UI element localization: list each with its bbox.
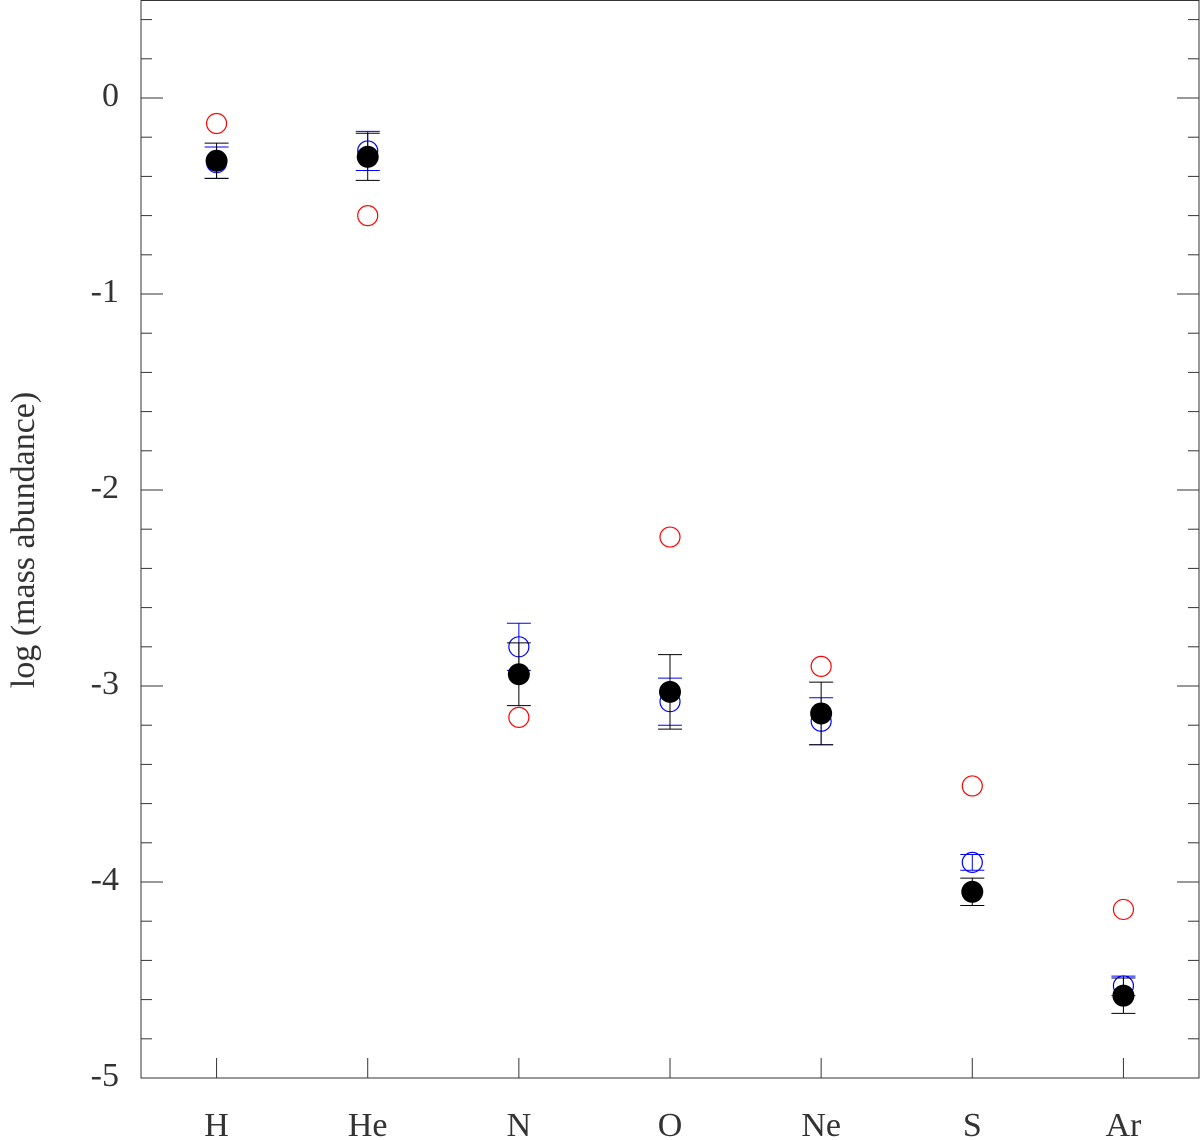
point <box>961 851 983 874</box>
point <box>1112 898 1135 921</box>
y-axis-label: log (mass abundance) <box>5 392 42 688</box>
point <box>810 702 833 725</box>
error-bar <box>960 854 985 871</box>
point <box>961 880 984 903</box>
point <box>205 149 228 172</box>
y-tick-label: 0 <box>102 77 119 114</box>
y-tick-label: -1 <box>91 273 119 310</box>
x-tick-label: H <box>204 1107 229 1140</box>
x-tick-label: Ne <box>801 1107 841 1140</box>
point <box>659 526 681 548</box>
point <box>659 680 681 703</box>
point <box>810 655 832 678</box>
y-tick-label: -3 <box>91 665 119 702</box>
y-tick-label: -5 <box>91 1057 119 1094</box>
x-tick-label: He <box>348 1107 388 1140</box>
x-tick-label: Ar <box>1105 1107 1142 1140</box>
point <box>961 775 983 797</box>
point <box>205 112 228 135</box>
y-tick-label: -4 <box>91 861 119 898</box>
x-tick-label: S <box>963 1107 982 1140</box>
point <box>508 706 530 728</box>
point <box>356 145 379 168</box>
point <box>357 205 379 227</box>
x-tick-label: N <box>507 1107 532 1140</box>
plot-frame <box>140 0 1200 1079</box>
y-tick-label: -2 <box>91 469 119 506</box>
point <box>1112 984 1135 1007</box>
x-tick-label: O <box>658 1107 683 1140</box>
point <box>507 663 530 686</box>
